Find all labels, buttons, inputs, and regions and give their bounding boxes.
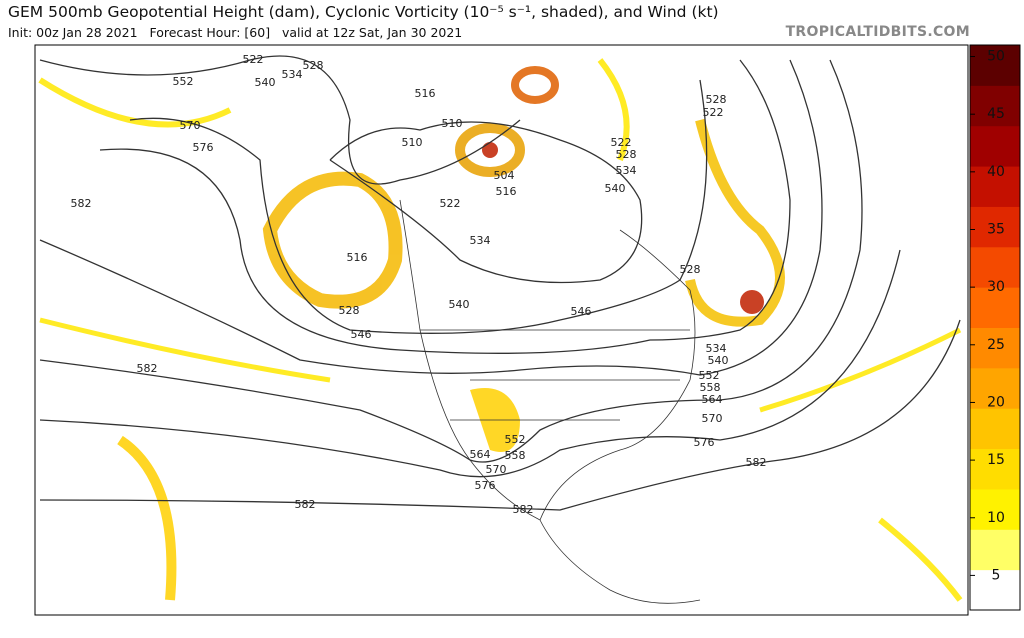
contour-label: 534 — [282, 68, 303, 81]
contour-label: 528 — [706, 93, 727, 106]
contour-label: 558 — [505, 449, 526, 462]
title: GEM 500mb Geopotential Height (dam), Cyc… — [8, 3, 719, 21]
init: Init: 00z Jan 28 2021 — [8, 25, 138, 40]
colorbar-swatch — [970, 125, 1020, 167]
contour-label: 534 — [616, 164, 637, 177]
contour-label: 540 — [605, 182, 626, 195]
contour-label: 582 — [295, 498, 316, 511]
contour-label: 570 — [180, 119, 201, 132]
subtitle: Init: 00z Jan 28 2021 Forecast Hour: [60… — [8, 25, 462, 40]
contour-label: 582 — [746, 456, 767, 469]
contour-label: 552 — [173, 75, 194, 88]
colorbar-tick-label: 25 — [987, 337, 1005, 353]
contour-label: 534 — [470, 234, 491, 247]
contour-label: 522 — [703, 106, 724, 119]
colorbar-tick-label: 50 — [987, 49, 1005, 65]
contour-label: 528 — [616, 148, 637, 161]
colorbar-swatch — [970, 529, 1020, 571]
contour-label: 516 — [496, 185, 517, 198]
colorbar-swatch — [970, 287, 1020, 328]
contour-label: 570 — [702, 412, 723, 425]
height-contours — [39, 55, 961, 511]
colorbar-swatch — [970, 206, 1020, 248]
contour-label: 576 — [475, 479, 496, 492]
contour-label: 516 — [415, 87, 436, 100]
source: TROPICALTIDBITS.COM — [785, 24, 970, 40]
colorbar-swatch — [970, 85, 1020, 127]
colorbar-tick-label: 40 — [987, 164, 1005, 180]
colorbar-swatch — [970, 166, 1020, 207]
contour-label: 546 — [571, 305, 592, 318]
colorbar-swatch — [970, 569, 1020, 611]
colorbar-tick-label: 10 — [987, 510, 1005, 526]
forecast-hour: Forecast Hour: [60] — [149, 25, 271, 40]
colorbar-tick-label: 30 — [987, 279, 1005, 295]
colorbar-tick-label: 45 — [987, 106, 1005, 122]
colorbar-swatch — [970, 327, 1020, 369]
contour-label: 528 — [303, 59, 324, 72]
contour-label: 516 — [347, 251, 368, 264]
contour-label: 582 — [71, 197, 92, 210]
contour-label: 576 — [193, 141, 214, 154]
colorbar: 5 10 15 20 25 30 35 40 45 50 — [969, 44, 1021, 611]
colorbar-swatch — [970, 448, 1020, 490]
contour-label: 552 — [699, 369, 720, 382]
contour-label: 510 — [402, 136, 423, 149]
colorbar-swatch — [970, 367, 1020, 409]
contour-label: 552 — [505, 433, 526, 446]
contour-label: 522 — [611, 136, 632, 149]
coastlines — [399, 199, 701, 604]
colorbar-tick-label: 20 — [987, 394, 1005, 410]
colorbar-tick-label: 15 — [987, 452, 1005, 468]
colorbar-tick-label: 5 — [992, 567, 1001, 583]
contour-label: 564 — [702, 393, 723, 406]
contour-label: 558 — [700, 381, 721, 394]
contour-label: 540 — [449, 298, 470, 311]
colorbar-swatch — [970, 246, 1020, 288]
contour-label: 564 — [470, 448, 491, 461]
contour-label: 522 — [243, 53, 264, 66]
contour-label: 546 — [351, 328, 372, 341]
contour-label: 540 — [255, 76, 276, 89]
contour-label: 528 — [339, 304, 360, 317]
contour-label: 576 — [694, 436, 715, 449]
contour-label: 570 — [486, 463, 507, 476]
contour-label: 528 — [680, 263, 701, 276]
contour-label: 582 — [137, 362, 158, 375]
contour-label: 522 — [440, 197, 461, 210]
colorbar-swatch — [970, 408, 1020, 450]
colorbar-tick-label: 35 — [987, 221, 1005, 237]
contour-label: 504 — [494, 169, 515, 182]
colorbar-swatch — [970, 45, 1020, 86]
contour-label: 510 — [442, 117, 463, 130]
colorbar-swatch — [970, 488, 1020, 530]
contour-label: 540 — [708, 354, 729, 367]
contour-label: 582 — [513, 503, 534, 516]
contour-label: 534 — [706, 342, 727, 355]
valid-time: valid at 12z Sat, Jan 30 2021 — [282, 25, 463, 40]
colorbar-frame — [969, 44, 1021, 611]
